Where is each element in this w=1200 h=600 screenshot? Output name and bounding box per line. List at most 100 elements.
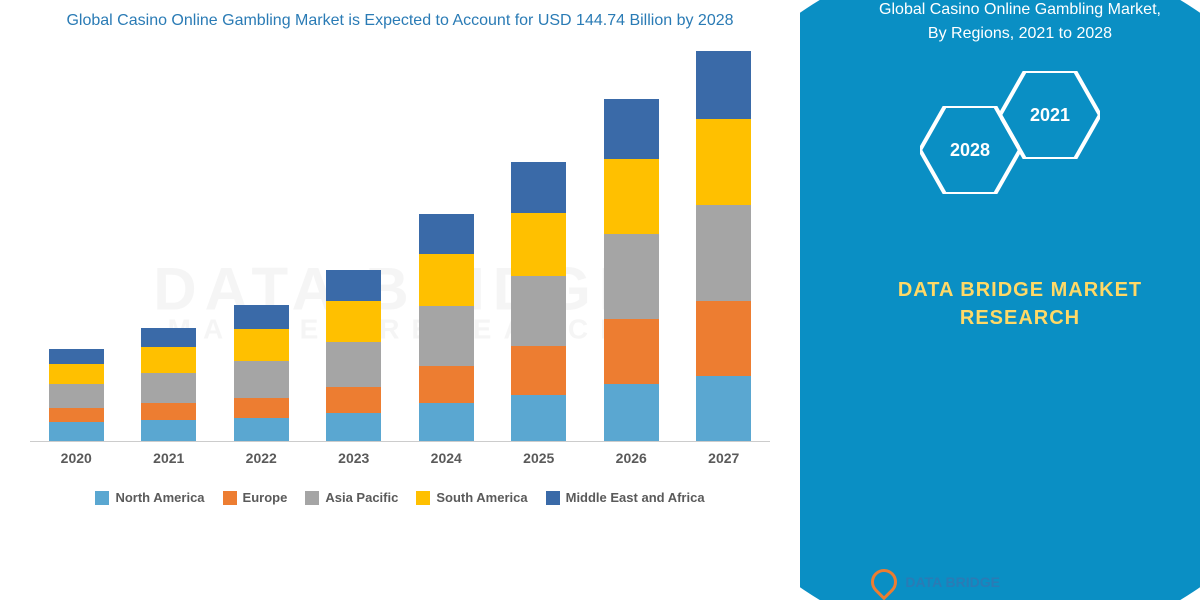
- bars-wrap: [30, 52, 770, 442]
- bar-column: [314, 270, 394, 441]
- hex-2028-label: 2028: [950, 140, 990, 161]
- bar-segment: [511, 395, 566, 442]
- stacked-bar: [511, 162, 566, 441]
- bar-segment: [234, 329, 289, 362]
- bar-segment: [141, 403, 196, 419]
- chart-area: 2020 2021 2022 2023 2024 2025 2026 2027: [30, 52, 770, 472]
- bottom-brand-text: DATA BRIDGE: [905, 574, 1000, 590]
- bar-segment: [234, 361, 289, 398]
- brand-logo-mark-icon: [866, 564, 903, 600]
- bar-segment: [419, 366, 474, 404]
- bar-segment: [511, 213, 566, 276]
- bar-column: [406, 214, 486, 441]
- legend-item: North America: [95, 490, 204, 505]
- side-panel-content: Global Casino Online Gambling Market, By…: [800, 0, 1200, 598]
- bar-segment: [604, 319, 659, 384]
- hexagon-2021: 2021: [1000, 71, 1100, 159]
- bar-segment: [696, 51, 751, 118]
- bar-segment: [511, 346, 566, 395]
- legend-label: South America: [436, 490, 527, 505]
- hexagon-years: 2028 2021: [900, 76, 1180, 226]
- legend-swatch-icon: [416, 491, 430, 505]
- side-panel: Global Casino Online Gambling Market, By…: [800, 0, 1200, 600]
- bar-segment: [326, 413, 381, 441]
- side-title: Global Casino Online Gambling Market, By…: [860, 0, 1180, 46]
- bar-segment: [696, 376, 751, 441]
- infographic-container: DATA BRIDGE MARKET RESEARCH Global Casin…: [0, 0, 1200, 600]
- x-axis-label: 2022: [221, 450, 301, 466]
- bar-segment: [419, 306, 474, 366]
- bar-segment: [511, 162, 566, 213]
- stacked-bar: [604, 99, 659, 441]
- chart-panel: DATA BRIDGE MARKET RESEARCH Global Casin…: [0, 0, 800, 600]
- legend-swatch-icon: [546, 491, 560, 505]
- bar-segment: [696, 205, 751, 300]
- stacked-bar: [234, 305, 289, 441]
- bar-segment: [511, 276, 566, 346]
- brand-line2: RESEARCH: [960, 307, 1080, 329]
- legend-swatch-icon: [95, 491, 109, 505]
- bar-column: [684, 51, 764, 441]
- bar-segment: [696, 301, 751, 377]
- bar-segment: [49, 384, 104, 408]
- bottom-brand-logo: DATA BRIDGE: [871, 569, 1000, 595]
- x-axis-labels: 2020 2021 2022 2023 2024 2025 2026 2027: [30, 450, 770, 466]
- bar-segment: [604, 384, 659, 441]
- chart-legend: North America Europe Asia Pacific South Ame…: [20, 490, 780, 505]
- bar-segment: [326, 270, 381, 300]
- bar-segment: [141, 347, 196, 373]
- x-axis-label: 2027: [684, 450, 764, 466]
- bar-segment: [419, 214, 474, 254]
- legend-item: South America: [416, 490, 527, 505]
- bar-segment: [696, 119, 751, 206]
- legend-label: Europe: [243, 490, 288, 505]
- bar-column: [499, 162, 579, 441]
- x-axis-label: 2026: [591, 450, 671, 466]
- legend-label: Middle East and Africa: [566, 490, 705, 505]
- legend-item: Middle East and Africa: [546, 490, 705, 505]
- bar-segment: [49, 349, 104, 364]
- bar-segment: [604, 159, 659, 235]
- bar-segment: [49, 422, 104, 442]
- bar-segment: [141, 420, 196, 442]
- stacked-bar: [141, 328, 196, 442]
- side-title-line1: Global Casino Online Gambling Market,: [879, 1, 1161, 18]
- legend-item: Asia Pacific: [305, 490, 398, 505]
- x-axis-label: 2023: [314, 450, 394, 466]
- x-axis-label: 2020: [36, 450, 116, 466]
- bar-segment: [141, 328, 196, 348]
- legend-label: Asia Pacific: [325, 490, 398, 505]
- bar-segment: [604, 99, 659, 159]
- x-axis-label: 2025: [499, 450, 579, 466]
- bar-segment: [326, 342, 381, 388]
- bar-segment: [604, 234, 659, 319]
- bar-column: [591, 99, 671, 441]
- brand-line1: DATA BRIDGE MARKET: [898, 279, 1142, 301]
- bar-segment: [419, 403, 474, 441]
- stacked-bar: [326, 270, 381, 441]
- bar-segment: [234, 398, 289, 418]
- stacked-bar: [696, 51, 751, 441]
- bar-segment: [234, 418, 289, 442]
- bar-segment: [49, 364, 104, 384]
- legend-swatch-icon: [223, 491, 237, 505]
- bar-segment: [419, 254, 474, 306]
- legend-swatch-icon: [305, 491, 319, 505]
- bar-segment: [141, 373, 196, 403]
- bar-column: [129, 328, 209, 442]
- x-axis-label: 2021: [129, 450, 209, 466]
- stacked-bar: [419, 214, 474, 441]
- bar-segment: [326, 301, 381, 342]
- bar-column: [36, 349, 116, 441]
- bar-segment: [326, 387, 381, 413]
- hex-2021-label: 2021: [1030, 105, 1070, 126]
- legend-item: Europe: [223, 490, 288, 505]
- stacked-bar: [49, 349, 104, 441]
- side-title-line2: By Regions, 2021 to 2028: [928, 25, 1112, 42]
- bar-column: [221, 305, 301, 441]
- x-axis-label: 2024: [406, 450, 486, 466]
- chart-title: Global Casino Online Gambling Market is …: [20, 10, 780, 32]
- bar-segment: [234, 305, 289, 329]
- legend-label: North America: [115, 490, 204, 505]
- brand-name: DATA BRIDGE MARKET RESEARCH: [860, 276, 1180, 332]
